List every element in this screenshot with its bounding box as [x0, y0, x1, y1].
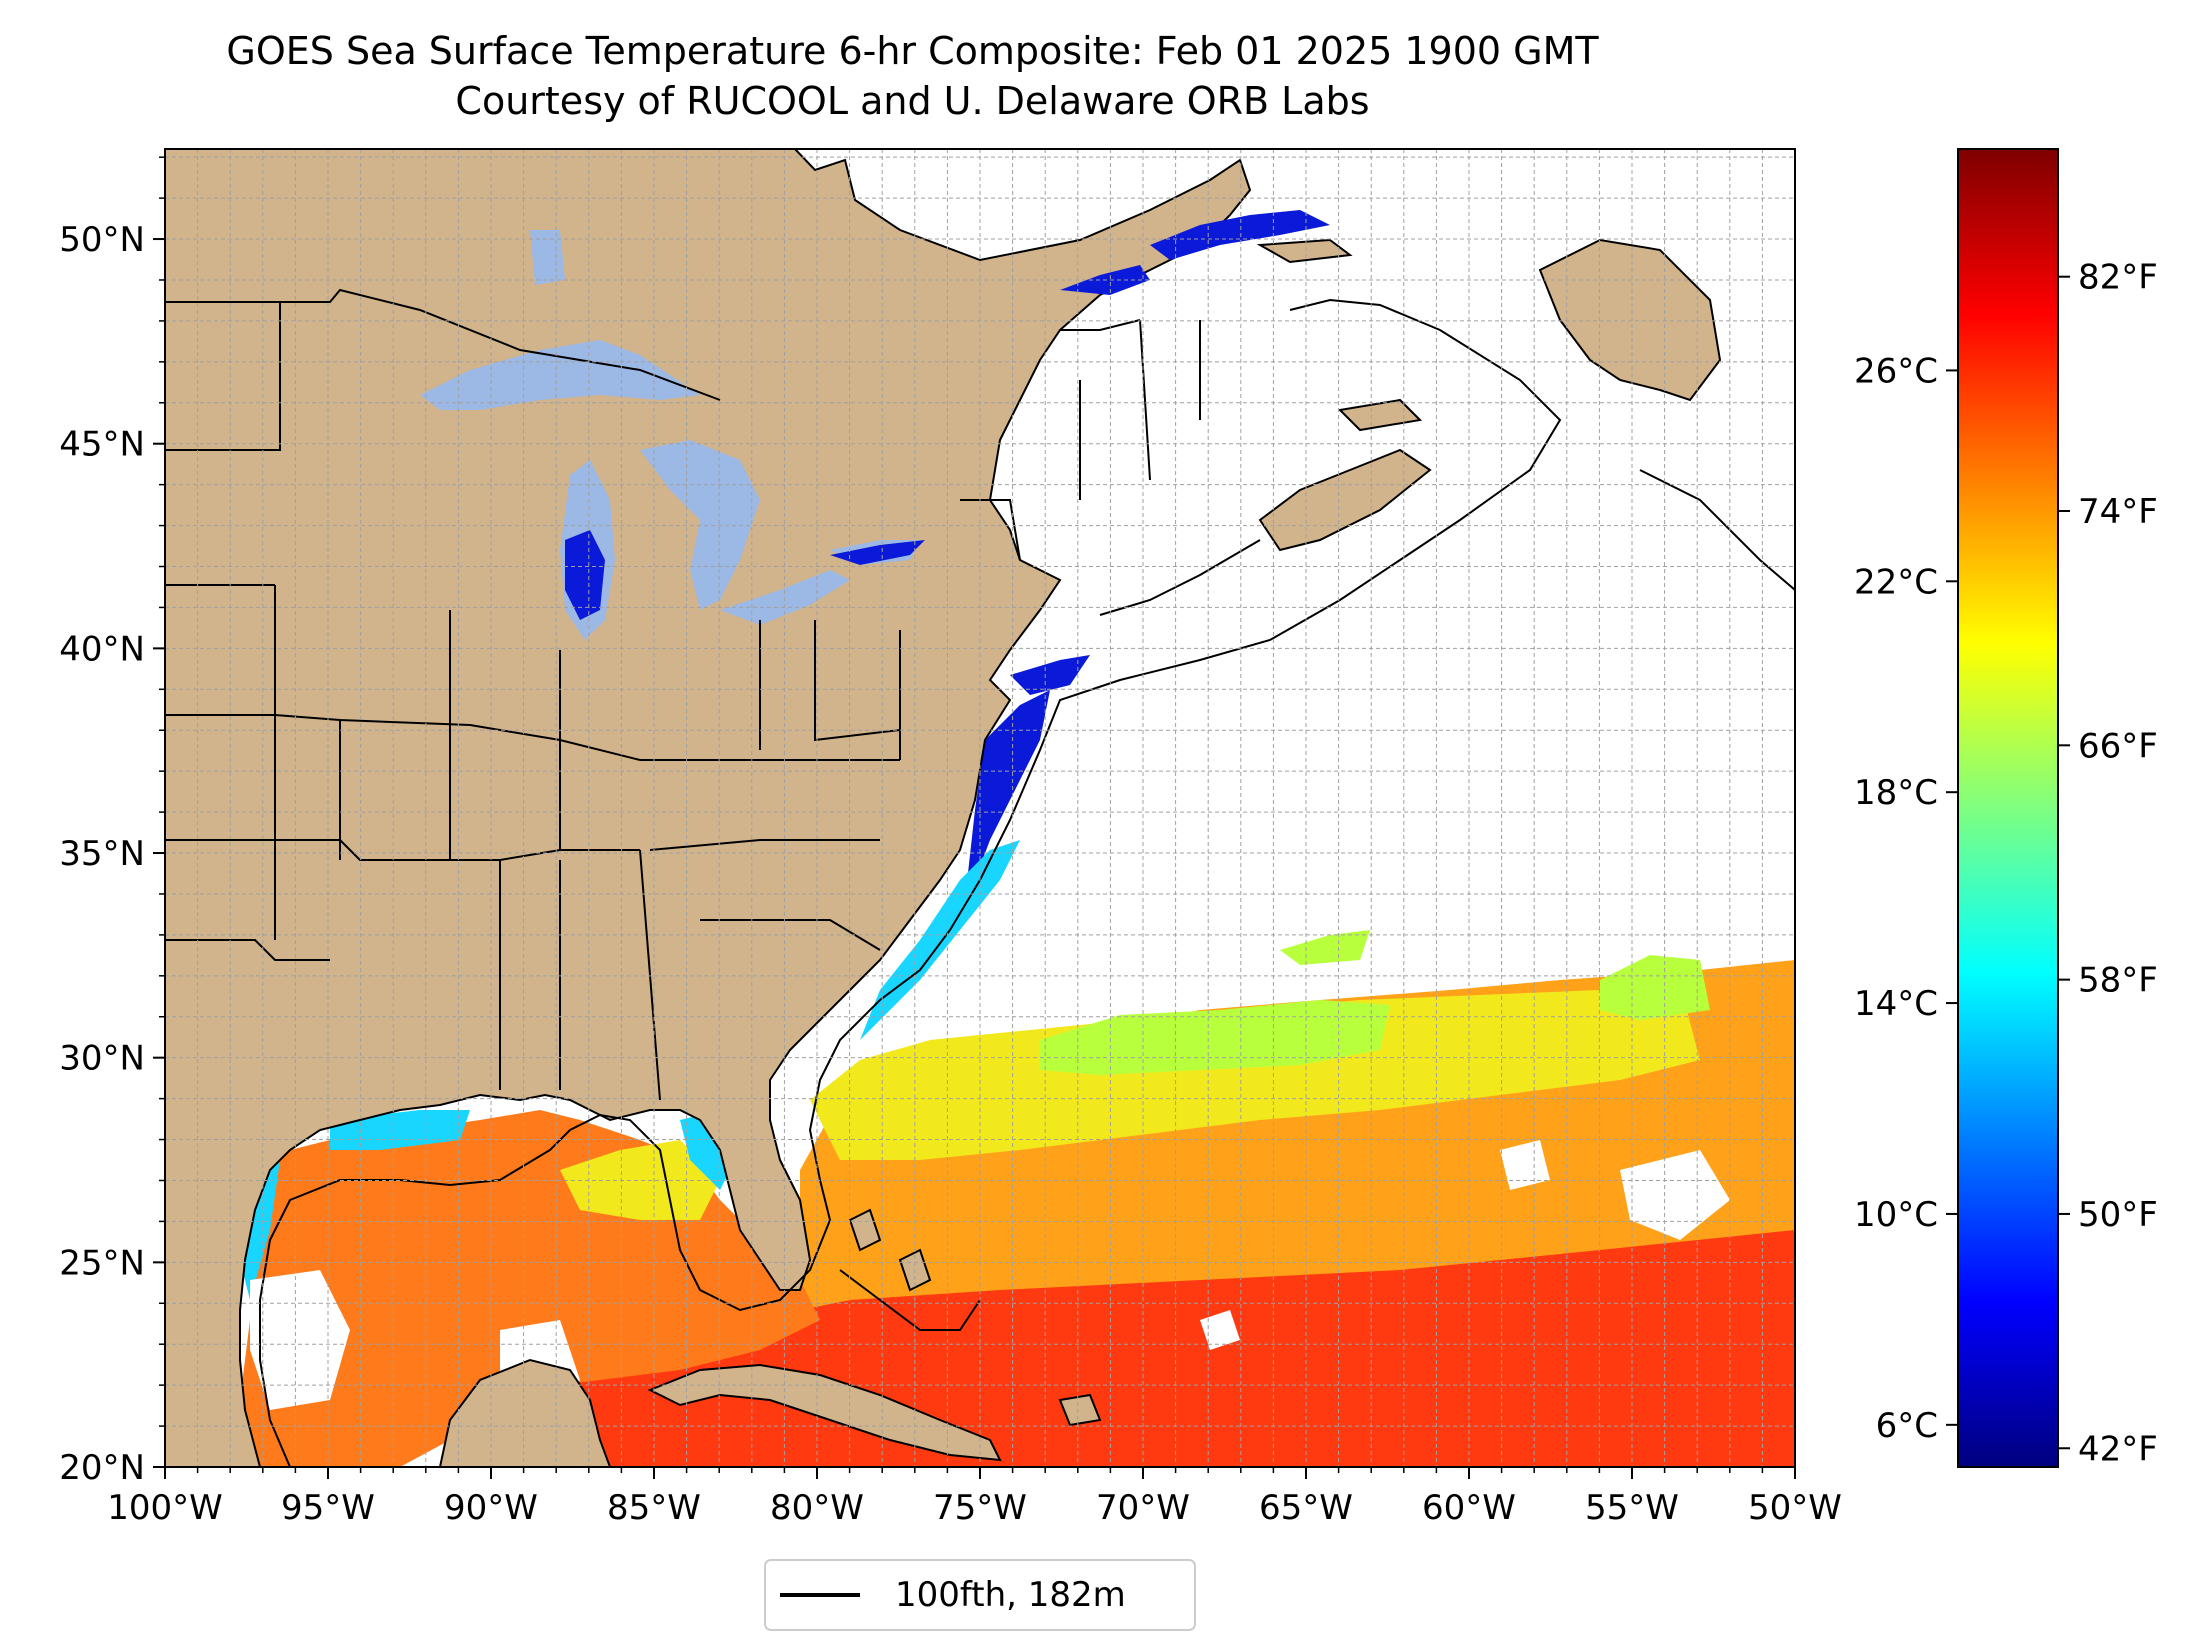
legend-box [764, 1559, 1196, 1631]
lon-tick-label: 50°W [1748, 1488, 1842, 1528]
graticule [165, 149, 1795, 1467]
lon-tick-label: 80°W [770, 1488, 864, 1528]
sst-shelf-cold [965, 690, 1050, 900]
land-newfoundland [1538, 238, 1722, 402]
land-bahamas [848, 1208, 1102, 1427]
lon-tick-label: 65°W [1259, 1488, 1353, 1528]
sst-subtropical-front [810, 985, 1700, 1160]
lake-huron [640, 440, 760, 610]
fahrenheit-tick-label: 58°F [2078, 961, 2158, 1001]
political-borders [165, 288, 1201, 1101]
sst-cool-slope-north [1280, 930, 1370, 965]
sst-gulf-yellow [560, 1140, 720, 1220]
celsius-tick-label: 26°C [1854, 351, 1938, 391]
fahrenheit-tick-label: 82°F [2078, 258, 2158, 298]
sst-carolina-shelf [860, 840, 1020, 1040]
lat-tick-label: 35°N [59, 834, 145, 874]
lon-tick-label: 90°W [444, 1488, 538, 1528]
lake-superior [420, 340, 700, 410]
fahrenheit-tick-label: 42°F [2078, 1429, 2158, 1469]
colorbar-bar [1957, 148, 2059, 1468]
land-pei [1337, 398, 1423, 432]
lon-tick-label: 100°W [107, 1488, 223, 1528]
sst-cool-slope [1040, 1000, 1390, 1075]
celsius-tick-label: 10°C [1854, 1195, 1938, 1235]
lat-tick-label: 45°N [59, 425, 145, 465]
map-subtitle: Courtesy of RUCOOL and U. Delaware ORB L… [455, 79, 1370, 123]
celsius-tick-label: 6°C [1876, 1406, 1938, 1446]
colorbar-celsius-axis: 6°C 10°C 14°C 18°C 22°C 26°C [1854, 351, 1958, 1446]
map-title: GOES Sea Surface Temperature 6-hr Compos… [226, 29, 1599, 73]
lon-tick-label: 70°W [1096, 1488, 1190, 1528]
sst-cool-slope-east [1600, 955, 1710, 1020]
legend-line-label: 100fth, 182m [895, 1575, 1126, 1615]
lat-tick-label: 25°N [59, 1243, 145, 1283]
celsius-tick-label: 14°C [1854, 984, 1938, 1024]
lon-tick-label: 75°W [933, 1488, 1027, 1528]
colorbar-fahrenheit-axis: 42°F 50°F 58°F 66°F 74°F 82°F [2058, 258, 2158, 1469]
lon-tick-label: 60°W [1422, 1488, 1516, 1528]
latitude-axis: 50°N 45°N 40°N 35°N 30°N 25°N 20°N [59, 156, 165, 1488]
lake-cold-michigan [565, 530, 605, 620]
great-lakes [420, 210, 1330, 640]
lat-tick-label: 50°N [59, 220, 145, 260]
land-yucatan [438, 1358, 612, 1467]
longitude-axis: 100°W 95°W 90°W 85°W 80°W 75°W 70°W 65°W 60°W 55°… [107, 1467, 1842, 1528]
lake-winnipeg-region [530, 230, 565, 285]
fahrenheit-tick-label: 74°F [2078, 492, 2158, 532]
lat-tick-label: 40°N [59, 629, 145, 669]
lat-tick-label: 20°N [59, 1448, 145, 1488]
sst-shelf-cold-ne [1010, 655, 1090, 695]
colorbar: 6°C 10°C 14°C 18°C 22°C 26°C 42°F 50°F 58°F 66°F… [1854, 148, 2158, 1469]
lat-tick-label: 30°N [59, 1039, 145, 1079]
land-anticosti [1256, 238, 1353, 264]
lon-tick-label: 85°W [607, 1488, 701, 1528]
land [165, 149, 1722, 1467]
land-nova-scotia [1258, 448, 1432, 552]
st-lawrence-cold [1150, 210, 1330, 260]
land-cuba [647, 1363, 1002, 1462]
lon-tick-label: 95°W [281, 1488, 375, 1528]
celsius-tick-label: 18°C [1854, 773, 1938, 813]
lake-cold-ontario [830, 540, 925, 565]
sst-field [240, 655, 1795, 1467]
fahrenheit-tick-label: 66°F [2078, 726, 2158, 766]
celsius-tick-label: 22°C [1854, 562, 1938, 602]
fahrenheit-tick-label: 50°F [2078, 1195, 2158, 1235]
legend: 100fth, 182m [764, 1559, 1196, 1631]
lon-tick-label: 55°W [1585, 1488, 1679, 1528]
land-north-america [165, 149, 1252, 1467]
